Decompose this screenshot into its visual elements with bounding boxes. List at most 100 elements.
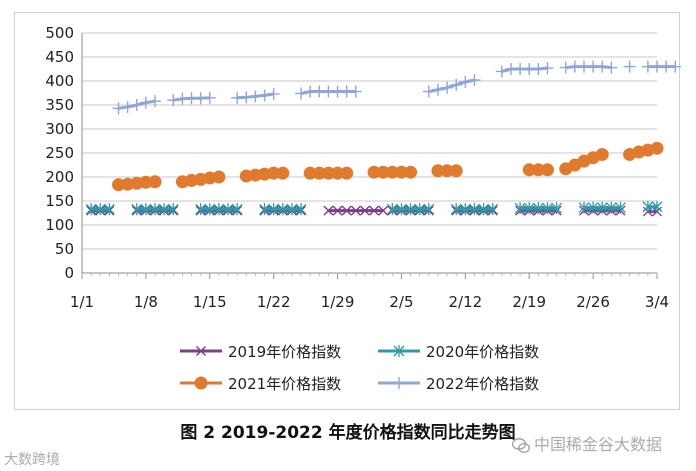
legend-swatch-marker-3 [393, 377, 405, 389]
series-1-point-0-2 [103, 203, 115, 216]
series-0-point-4-4-stroke-b [359, 205, 370, 216]
series-2-point-7-4 [595, 147, 609, 161]
series-3-point-3-6 [349, 85, 362, 98]
series-1-point-1-4 [167, 203, 179, 216]
series-0-point-4-2-stroke-b [341, 205, 352, 216]
series-3-point-2-3 [258, 89, 271, 102]
series-1-point-3-2 [277, 203, 289, 216]
series-2-point-8-3 [650, 141, 664, 155]
series-1-point-0-0 [85, 203, 97, 216]
chart-svg: 0 50 100 150 200 250 300 350 400 450 500 1/1 1/8 1/15… [45, 24, 682, 393]
legend-item-1: 2020年价格指数 [378, 343, 539, 361]
series-0-point-4-0 [323, 205, 334, 216]
y-tick-label-300: 300 [45, 120, 74, 138]
series-3-point-2-2 [249, 90, 262, 103]
series-0-point-4-4 [359, 205, 370, 216]
series-1-point-3-1 [268, 203, 280, 216]
legend-item-2: 2021年价格指数 [180, 375, 341, 393]
series-1-point-6-3 [542, 202, 553, 215]
series-2-point-4-4 [404, 165, 418, 179]
series-1-point-4-3 [414, 203, 426, 216]
series-1-point-6-4 [551, 202, 563, 215]
series-3-point-5-4 [532, 63, 545, 75]
x-tick-label-1-1: 1/1 [70, 293, 94, 311]
series-3-point-0-0 [112, 102, 125, 115]
series-1-point-3-3 [286, 203, 298, 216]
series-0-point-4-3 [350, 205, 361, 216]
y-tick-label-100: 100 [45, 216, 74, 234]
series-2-point-5-2 [449, 164, 463, 178]
series-3-point-0-4 [149, 95, 162, 108]
y-tick-label-450: 450 [45, 48, 74, 66]
x-tick-label-3-4: 3/4 [645, 293, 669, 311]
x-tick-label-2-12: 2/12 [448, 293, 482, 311]
series-3-point-1-4 [203, 91, 216, 104]
series-1-point-7-4 [615, 201, 626, 214]
legend-label-3: 2022年价格指数 [426, 375, 539, 393]
series-3-point-7-0 [623, 60, 636, 73]
series-1 [85, 200, 663, 216]
series-3-point-2-4 [267, 87, 280, 100]
legend-swatch-marker-1 [393, 345, 405, 357]
series-1-point-4-1 [395, 203, 407, 216]
chart-caption: 图 2 2019-2022 年度价格指数同比走势图 [180, 423, 516, 443]
series-1-point-4-4 [423, 203, 435, 216]
series-0-point-4-1-stroke-b [332, 205, 343, 216]
series-2-point-1-4-shape [212, 170, 226, 184]
series-1-point-7-3 [605, 201, 617, 214]
series-2-point-0-4 [148, 175, 162, 189]
series-3-point-2-1 [240, 91, 253, 104]
series-0-point-4-6-stroke-b [378, 205, 389, 216]
watermark-right: 中国稀金谷大数据 [512, 431, 662, 455]
series-1-point-8-0 [642, 200, 654, 213]
series-2-point-6-2-shape [540, 163, 554, 177]
series-1-point-5-1 [459, 203, 471, 216]
series-1-point-2-3 [222, 203, 234, 216]
y-tick-label-350: 350 [45, 96, 74, 114]
series-3-point-6-5 [605, 61, 618, 74]
series-3-point-5-0 [495, 65, 508, 78]
series-2 [112, 141, 664, 192]
series-2-point-8-3-shape [650, 141, 664, 155]
legend-label-1: 2020年价格指数 [426, 343, 539, 361]
watermark-left: 大数跨境 [4, 449, 60, 469]
y-tick-label-50: 50 [55, 240, 74, 258]
series-layer [85, 60, 682, 217]
axis-layer: 0 50 100 150 200 250 300 350 400 450 500 1/1 1/8 1/15… [45, 24, 669, 311]
series-2-point-5-2-shape [449, 164, 463, 178]
series-1-point-4-0 [386, 203, 398, 216]
y-tick-label-250: 250 [45, 144, 74, 162]
y-tick-label-400: 400 [45, 72, 74, 90]
series-3-point-4-3 [450, 78, 463, 91]
series-3-point-4-2 [441, 81, 454, 94]
series-2-point-3-4 [340, 166, 354, 180]
legend-item-0: 2019年价格指数 [180, 343, 341, 361]
series-3-point-4-0 [422, 85, 435, 98]
series-2-point-3-4-shape [340, 166, 354, 180]
series-0-point-4-2 [341, 205, 352, 216]
series-3-point-0-3 [139, 96, 152, 109]
series-3-point-3-0 [295, 87, 308, 100]
wechat-icon [512, 437, 530, 453]
series-1-point-7-1 [587, 201, 599, 214]
series-2-point-2-4 [276, 166, 290, 180]
series-1-point-5-3 [478, 203, 490, 216]
series-1-point-3-0 [259, 203, 270, 216]
watermark-right-text: 中国稀金谷大数据 [534, 435, 663, 454]
y-tick-label-200: 200 [45, 168, 74, 186]
series-0-point-4-3-stroke-b [350, 205, 361, 216]
series-0-point-4-0-stroke-b [323, 205, 334, 216]
series-1-point-1-0 [131, 203, 143, 216]
series-2-point-1-4 [212, 170, 226, 184]
series-3-point-1-0 [167, 94, 180, 107]
series-1-point-7-2 [596, 201, 608, 214]
series-2-point-7-4-shape [595, 147, 609, 161]
series-1-point-0-1 [94, 203, 106, 216]
series-1-point-7-0 [578, 201, 590, 214]
series-3-point-8-3 [669, 60, 682, 73]
y-tick-label-150: 150 [45, 192, 74, 210]
series-3-point-4-5 [468, 74, 481, 87]
series-1-point-2-4 [231, 203, 243, 216]
legend-layer: 2019年价格指数 2020年价格指数 2021年价格指数 2022年价格指数 [180, 343, 539, 393]
legend-item-3: 2022年价格指数 [378, 375, 539, 393]
